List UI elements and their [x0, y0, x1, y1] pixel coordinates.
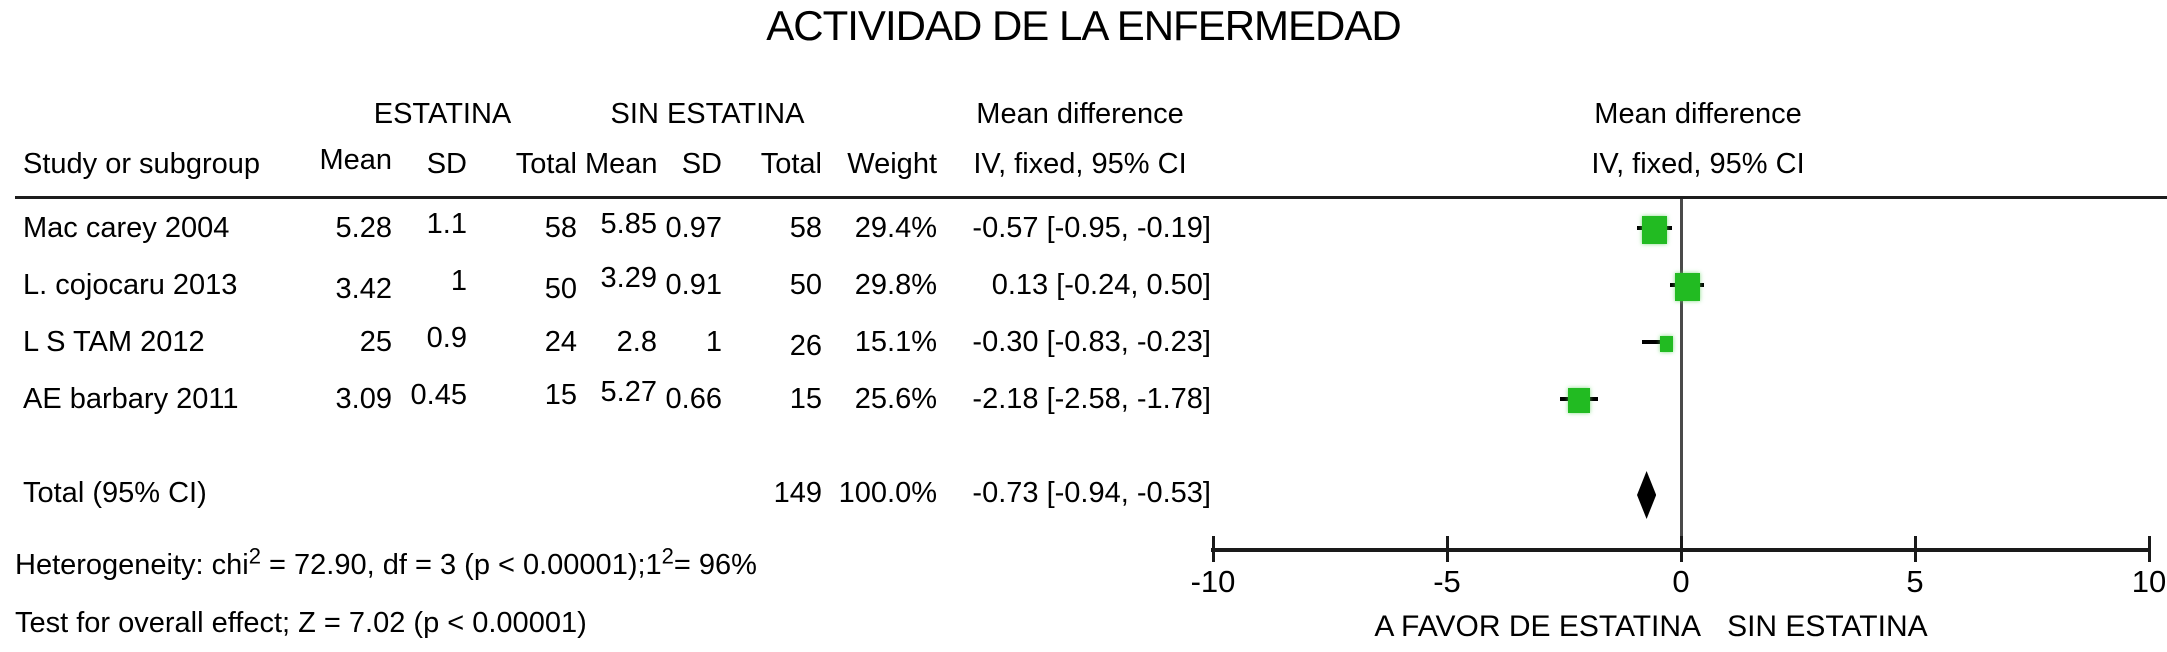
header-total2: Total — [760, 147, 822, 180]
zero-reference-line — [1679, 199, 1683, 550]
study-weight-marker — [1641, 215, 1667, 244]
axis-tick — [1445, 536, 1449, 562]
plot-header-ci: IV, fixed, 95% CI — [1591, 148, 1805, 180]
cell-total2: 15 — [789, 383, 822, 415]
total-row: Total (95% CI) 149 100.0% -0.73 [-0.94, … — [15, 468, 1215, 518]
axis-caption: A FAVOR DE ESTATINA SIN ESTATINA — [1183, 610, 2119, 644]
axis-tick — [2147, 536, 2151, 562]
axis-tick-label: 10 — [2131, 564, 2167, 599]
cell-sd2: 0.66 — [665, 383, 722, 415]
table-row: AE barbary 2011 3.09 0.45 15 5.27 0.66 1… — [15, 371, 1215, 428]
cell-total2: 58 — [789, 212, 822, 244]
cell-weight: 15.1% — [854, 326, 937, 358]
header-ci: IV, fixed, 95% CI — [973, 147, 1187, 180]
i-squared-superscript: 2 — [661, 543, 674, 569]
header-sd2: SD — [681, 147, 722, 180]
total-n: 149 — [773, 476, 822, 509]
cell-mean1: 5.28 — [335, 212, 392, 244]
axis-tick-label: -5 — [1433, 564, 1461, 599]
total-ci: -0.73 [-0.94, -0.53] — [972, 476, 1211, 509]
study-weight-marker — [1674, 272, 1700, 301]
study-weight-marker — [1660, 335, 1674, 352]
chi-squared-superscript: 2 — [248, 543, 261, 569]
cell-mean1: 3.09 — [335, 383, 392, 415]
cell-weight: 29.4% — [854, 212, 937, 244]
axis-tick-label: -10 — [1190, 564, 1236, 599]
table-row: L. cojocaru 2013 3.42 1 50 3.29 0.91 50 … — [15, 257, 1215, 314]
cell-sd1: 0.9 — [426, 322, 467, 354]
cell-total1: 58 — [544, 212, 577, 244]
column-header-row: Study or subgroup Mean SD Total Mean SD … — [15, 140, 1215, 188]
group-header-mean-difference: Mean difference — [976, 97, 1184, 130]
table-row: Mac carey 2004 5.28 1.1 58 5.85 0.97 58 … — [15, 200, 1215, 257]
study-name: L S TAM 2012 — [23, 326, 205, 358]
header-total1: Total — [515, 147, 577, 180]
ci-whisker — [1642, 340, 1671, 344]
cell-weight: 29.8% — [854, 269, 937, 301]
table-row: L S TAM 2012 25 0.9 24 2.8 1 26 15.1% -0… — [15, 314, 1215, 371]
cell-sd2: 1 — [705, 326, 722, 358]
cell-sd1: 1.1 — [426, 208, 467, 240]
cell-total1: 50 — [544, 273, 577, 305]
cell-total2: 50 — [789, 269, 822, 301]
cell-mean2: 2.8 — [616, 326, 657, 358]
group-header-sin-estatina: SIN ESTATINA — [610, 97, 805, 130]
total-weight: 100.0% — [838, 476, 937, 509]
header-weight: Weight — [847, 147, 937, 180]
group-header-estatina: ESTATINA — [373, 97, 512, 130]
cell-ci: -2.18 [-2.58, -1.78] — [972, 383, 1211, 415]
heterogeneity-part: Heterogeneity: chi — [15, 549, 249, 581]
study-name: AE barbary 2011 — [23, 383, 239, 415]
cell-total1: 24 — [544, 326, 577, 358]
header-mean1: Mean — [319, 143, 392, 176]
overall-effect-text: Test for overall effect; Z = 7.02 (p < 0… — [15, 607, 587, 639]
axis-tick-label: 5 — [1906, 564, 1924, 599]
study-name: Mac carey 2004 — [23, 212, 230, 244]
cell-sd1: 0.45 — [410, 379, 467, 411]
cell-mean1: 25 — [359, 326, 392, 358]
axis-tick-label: 0 — [1672, 564, 1690, 599]
axis-tick — [1913, 536, 1917, 562]
header-study: Study or subgroup — [23, 147, 260, 180]
axis-tick — [1211, 536, 1215, 562]
cell-sd2: 0.97 — [665, 212, 722, 244]
cell-ci: -0.57 [-0.95, -0.19] — [972, 212, 1211, 244]
pooled-diamond — [1637, 471, 1657, 519]
cell-ci: 0.13 [-0.24, 0.50] — [991, 269, 1211, 301]
header-sd1: SD — [426, 147, 467, 180]
favor-left-label: A FAVOR DE ESTATINA — [1374, 610, 1702, 643]
cell-mean2: 5.85 — [600, 208, 657, 240]
favor-right-label: SIN ESTATINA — [1727, 610, 1928, 643]
heterogeneity-part: = 96% — [673, 549, 757, 581]
header-mean2: Mean — [585, 147, 658, 180]
plot-header-mean-difference: Mean difference — [1594, 98, 1802, 130]
cell-total2: 26 — [789, 330, 822, 362]
cell-total1: 15 — [544, 379, 577, 411]
group-header-row: ESTATINA SIN ESTATINA Mean difference — [15, 92, 1215, 136]
axis-tick — [1679, 536, 1683, 562]
study-weight-marker — [1567, 388, 1590, 413]
cell-weight: 25.6% — [854, 383, 937, 415]
heterogeneity-part: = 72.90, df = 3 (p < 0.00001);1 — [261, 549, 662, 581]
cell-sd2: 0.91 — [665, 269, 722, 301]
header-separator-line — [15, 196, 2167, 199]
cell-mean2: 5.27 — [600, 376, 657, 408]
cell-mean2: 3.29 — [600, 262, 657, 294]
cell-ci: -0.30 [-0.83, -0.23] — [972, 326, 1211, 358]
total-label: Total (95% CI) — [23, 476, 207, 509]
cell-mean1: 3.42 — [335, 273, 392, 305]
study-name: L. cojocaru 2013 — [23, 269, 238, 301]
cell-sd1: 1 — [450, 265, 467, 297]
heterogeneity-text: Heterogeneity: chi2 = 72.90, df = 3 (p <… — [15, 545, 757, 582]
page-title: ACTIVIDAD DE LA ENFERMEDAD — [766, 2, 1401, 49]
